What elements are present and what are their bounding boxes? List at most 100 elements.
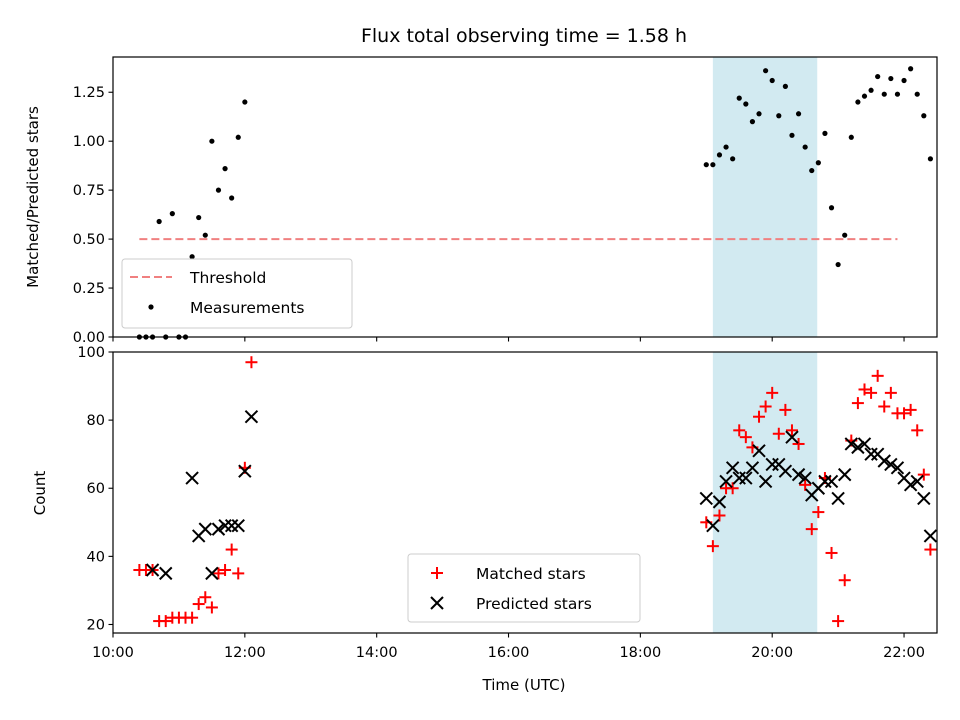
predicted-stars-point xyxy=(903,478,918,492)
matched-stars-point xyxy=(878,400,891,413)
matched-stars-point xyxy=(785,424,798,437)
measurements-legend-swatch xyxy=(148,304,154,310)
matched-stars-point xyxy=(825,546,838,559)
measurements-point xyxy=(723,144,729,150)
matched-stars-point xyxy=(812,506,825,519)
measurements-point xyxy=(229,195,235,201)
predicted-stars-point xyxy=(224,519,239,533)
predicted-stars-point xyxy=(706,519,720,533)
measurements-point xyxy=(763,68,769,74)
measurements-point xyxy=(209,138,215,144)
top-legend-box xyxy=(121,258,353,329)
measurements-point xyxy=(828,205,835,211)
measurements-point xyxy=(710,162,716,168)
measurements-point xyxy=(888,75,894,82)
measurements-point xyxy=(169,211,175,217)
measurements-point xyxy=(242,99,248,105)
predicted-stars-point xyxy=(739,471,753,485)
matched-stars-point xyxy=(805,523,818,536)
measurements-legend-label: Measurements xyxy=(190,299,305,317)
predicted-stars-point xyxy=(851,440,865,455)
measurements-point xyxy=(202,232,208,238)
measurements-point xyxy=(894,91,901,97)
measurements-point xyxy=(776,113,782,119)
matched-stars-point xyxy=(911,424,924,437)
measurements-point xyxy=(848,134,854,140)
x-axis-label: Time (UTC) xyxy=(482,676,566,694)
measurements-point xyxy=(842,232,848,238)
matched-stars-point xyxy=(205,601,218,614)
matched-stars-point xyxy=(858,383,871,396)
predicted-stars-point xyxy=(211,522,226,536)
matched-stars-point xyxy=(772,427,785,440)
predicted-stars-point xyxy=(877,454,891,468)
matched-stars-point xyxy=(159,615,172,628)
matched-legend-swatch xyxy=(431,567,443,579)
matched-stars-point xyxy=(199,591,212,604)
x-tick-label: 10:00 xyxy=(92,645,134,661)
predicted-stars-point xyxy=(752,444,766,458)
bottom-y-tick-label: 80 xyxy=(87,413,105,429)
matched-stars-point xyxy=(726,482,739,495)
matched-stars-point xyxy=(225,543,238,556)
predicted-stars-point xyxy=(844,437,859,451)
top-y-tick-label: 1.25 xyxy=(73,85,105,101)
predicted-stars-point xyxy=(159,566,173,581)
matched-stars-point xyxy=(838,574,851,587)
x-tick-label: 14:00 xyxy=(356,645,398,661)
bottom-y-tick-label: 20 xyxy=(87,617,105,633)
bottom-y-axis-label: Count xyxy=(31,471,49,516)
matched-stars-point xyxy=(884,386,897,399)
x-tick-label: 20:00 xyxy=(751,645,793,661)
measurements-point xyxy=(815,160,821,166)
predicted-stars-point xyxy=(798,471,812,485)
x-tick-label: 16:00 xyxy=(488,645,530,661)
measurements-point xyxy=(215,187,222,193)
predicted-stars-point xyxy=(198,522,212,536)
x-tick-label: 22:00 xyxy=(883,645,925,661)
matched-stars-point xyxy=(924,543,937,556)
top-panel: 0.00 0.25 0.50 0.75 1.00 1.25 Matched/Predict… xyxy=(24,56,938,346)
top-y-tick-label: 0.25 xyxy=(73,281,105,297)
top-y-tick-label: 0.00 xyxy=(73,330,105,346)
matched-stars-point xyxy=(904,403,917,416)
bottom-y-tick-label: 60 xyxy=(87,481,105,497)
matched-stars-point xyxy=(766,386,779,399)
x-tick-label: 18:00 xyxy=(619,645,661,661)
measurements-point xyxy=(716,152,723,158)
predicted-stars-point xyxy=(712,495,727,509)
top-y-tick-label: 0.50 xyxy=(73,232,105,248)
top-y-axis-label: Matched/Predicted stars xyxy=(24,106,42,288)
predicted-legend-swatch xyxy=(430,596,444,610)
chart-title: Flux total observing time = 1.58 h xyxy=(361,25,687,47)
predicted-stars-point xyxy=(699,491,713,506)
top-y-tick-label: 1.00 xyxy=(73,134,105,150)
measurements-point xyxy=(809,167,815,174)
measurements-point xyxy=(802,144,808,150)
measurements-point xyxy=(901,77,907,84)
bottom-panel: 20 40 60 80 100 10:00 12:00 14:00 16:00 18:00 20:0… xyxy=(31,345,938,694)
matched-stars-point xyxy=(898,407,911,420)
measurements-point xyxy=(156,218,162,225)
measurements-point xyxy=(855,99,861,105)
matched-stars-point xyxy=(753,410,766,423)
predicted-stars-point xyxy=(238,464,252,478)
measurements-point xyxy=(235,134,241,140)
predicted-stars-point xyxy=(884,457,898,472)
predicted-stars-point xyxy=(791,467,806,482)
measurements-point xyxy=(921,113,927,119)
predicted-stars-point xyxy=(145,563,160,577)
predicted-stars-point xyxy=(758,474,773,489)
predicted-stars-point xyxy=(745,461,760,475)
matched-stars-point xyxy=(245,356,258,369)
measurements-point xyxy=(908,66,914,72)
predicted-stars-point xyxy=(917,491,931,506)
predicted-stars-point xyxy=(244,410,259,424)
measurements-point xyxy=(749,119,756,125)
measurements-point xyxy=(730,156,736,162)
measurements-point xyxy=(822,130,828,136)
predicted-legend-label: Predicted stars xyxy=(476,595,592,613)
predicted-stars-point xyxy=(231,519,245,533)
predicted-stars-point xyxy=(785,430,799,444)
